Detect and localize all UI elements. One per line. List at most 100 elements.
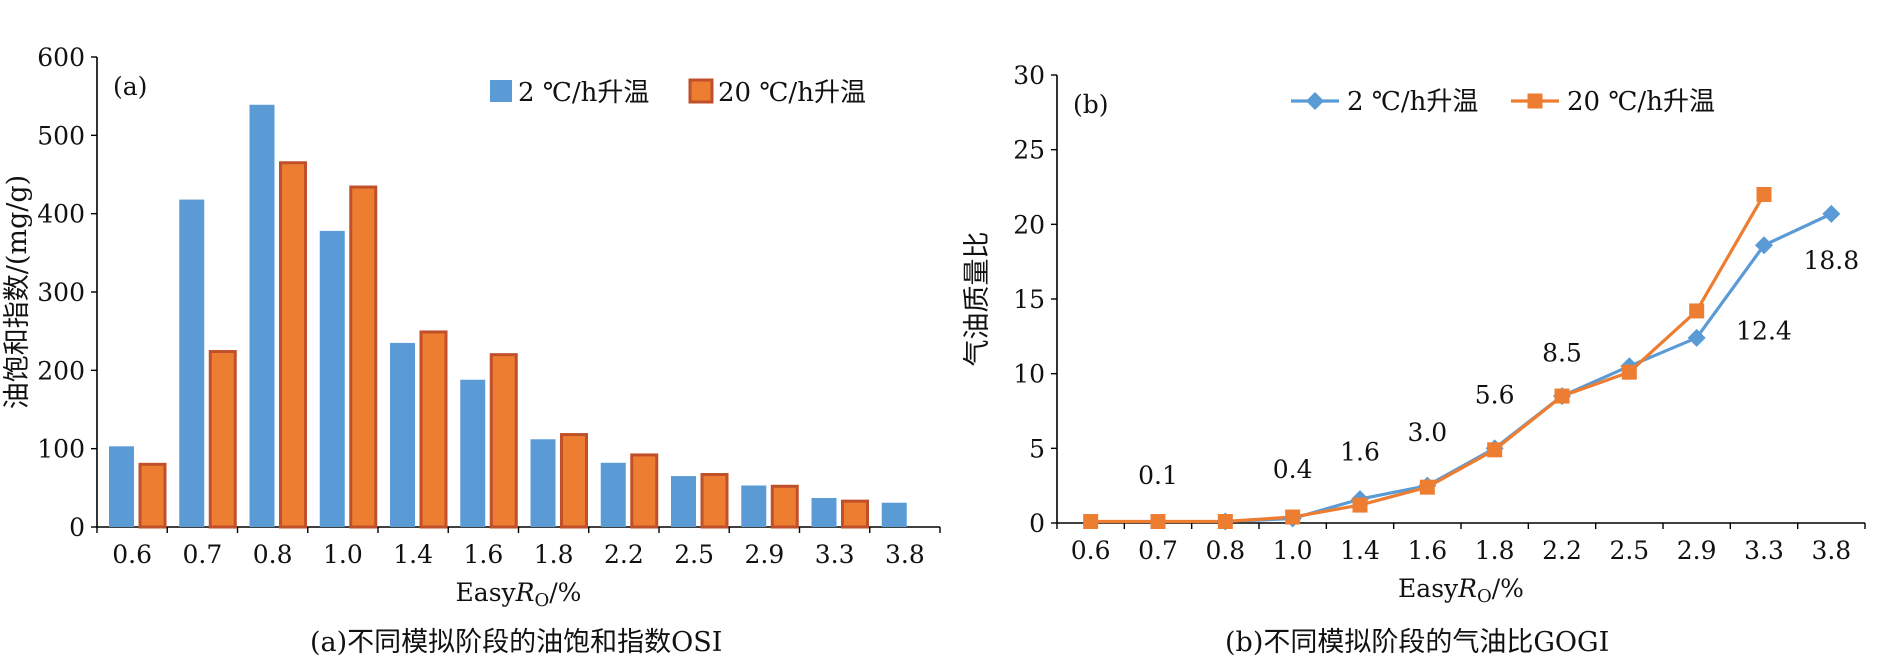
osi-y-tick-label: 200 xyxy=(37,356,85,385)
bar-2c xyxy=(811,498,837,527)
bar-20c xyxy=(138,462,167,529)
marker-20c xyxy=(1419,479,1435,495)
bar-2c xyxy=(390,342,415,527)
legend-label-2c: 2 ℃/h升温 xyxy=(518,78,649,108)
bar-2c xyxy=(600,462,626,527)
data-label: 3.0 xyxy=(1407,418,1447,447)
gogi-x-tick-label: 1.4 xyxy=(1340,536,1380,565)
gogi-y-tick-label: 15 xyxy=(1013,285,1045,314)
legend-2c-marker xyxy=(1306,92,1324,110)
osi-x-tick-label: 2.5 xyxy=(674,540,714,569)
legend-20c-label: 20 ℃/h升温 xyxy=(1567,87,1715,117)
gogi-x-tick-label: 3.3 xyxy=(1744,536,1784,565)
gogi-y-tick-label: 30 xyxy=(1013,61,1045,90)
gogi-y-axis-label: 气油质量比 xyxy=(962,232,993,367)
marker-20c xyxy=(1352,497,1368,513)
gogi-panel-label: (b) xyxy=(1073,90,1109,119)
marker-20c xyxy=(1285,509,1301,525)
bar-20c xyxy=(489,353,518,529)
gogi-x-tick-label: 1.0 xyxy=(1273,536,1313,565)
bar-2c xyxy=(179,199,205,528)
gogi-x-tick-label: 2.5 xyxy=(1609,536,1649,565)
gogi-x-axis-label: EasyRO/% xyxy=(1398,574,1524,607)
osi-x-tick-label: 3.8 xyxy=(885,540,925,569)
marker-20c xyxy=(1150,514,1166,530)
gogi-x-tick-label: 2.2 xyxy=(1542,536,1582,565)
gogi-x-tick-label: 0.7 xyxy=(1138,536,1178,565)
osi-y-tick-label: 500 xyxy=(37,121,85,150)
osi-x-tick-label: 1.8 xyxy=(534,540,574,569)
osi-x-tick-label: 2.2 xyxy=(604,540,644,569)
gogi-y-tick-label: 20 xyxy=(1013,210,1045,239)
osi-y-tick-label: 100 xyxy=(37,435,85,464)
osi-x-tick-label: 1.4 xyxy=(393,540,433,569)
caption-gogi: (b)不同模拟阶段的气油比GOGI xyxy=(1225,627,1610,658)
bar-20c xyxy=(841,499,869,529)
marker-2c xyxy=(1822,204,1841,223)
data-label: 5.6 xyxy=(1475,381,1515,410)
bar-2c xyxy=(671,476,696,527)
gogi-y-tick-label: 5 xyxy=(1029,434,1045,463)
marker-20c xyxy=(1487,442,1503,458)
caption-osi: (a)不同模拟阶段的油饱和指数OSI xyxy=(310,627,723,658)
bar-2c xyxy=(109,446,134,527)
marker-20c xyxy=(1689,303,1705,319)
bar-20c xyxy=(630,453,659,529)
chart-gogi: 0 5 10 15 20 25 30 0.6 0.7 0.8 1.0 1.4 1.6 1.8 2.2 2.5 2… xyxy=(962,61,1866,607)
gogi-x-tick-label: 2.9 xyxy=(1677,536,1717,565)
bar-20c xyxy=(419,330,448,529)
bar-2c xyxy=(530,439,556,527)
marker-20c xyxy=(1756,186,1772,202)
osi-panel-label: (a) xyxy=(113,72,147,101)
bar-20c xyxy=(770,484,799,529)
osi-x-tick-label: 2.9 xyxy=(744,540,784,569)
bar-2c xyxy=(249,104,275,528)
osi-x-tick-label: 1.6 xyxy=(463,540,503,569)
bar-2c xyxy=(881,502,907,527)
data-label: 0.1 xyxy=(1138,461,1178,490)
bar-20c xyxy=(560,433,588,529)
gogi-x-tick-label: 1.8 xyxy=(1475,536,1515,565)
osi-x-tick-label: 3.3 xyxy=(815,540,855,569)
bar-20c xyxy=(279,161,307,529)
data-label: 1.6 xyxy=(1340,437,1380,466)
legend-swatch-20c xyxy=(688,78,714,104)
legend-swatch-2c xyxy=(490,80,512,102)
marker-20c xyxy=(1083,514,1099,530)
osi-x-tick-label: 0.8 xyxy=(253,540,293,569)
gogi-x-tick-label: 0.6 xyxy=(1071,536,1111,565)
legend-20c-marker xyxy=(1527,93,1543,109)
legend-2c-label: 2 ℃/h升温 xyxy=(1347,87,1478,117)
osi-x-tick-label: 1.0 xyxy=(323,540,363,569)
line-2c xyxy=(1225,212,1833,524)
osi-y-axis-label: 油饱和指数/(mg/g) xyxy=(2,175,33,409)
bar-2c xyxy=(460,379,486,527)
osi-y-tick-label: 600 xyxy=(37,43,85,72)
marker-2c xyxy=(1687,328,1706,347)
marker-20c xyxy=(1621,364,1637,380)
osi-y-tick-label: 400 xyxy=(37,200,85,229)
gogi-x-tick-label: 0.8 xyxy=(1205,536,1245,565)
gogi-y-tick-label: 25 xyxy=(1013,136,1045,165)
osi-y-tick-label: 300 xyxy=(37,278,85,307)
line-20c xyxy=(1090,193,1766,524)
bar-20c xyxy=(700,473,729,529)
bar-20c xyxy=(349,185,378,529)
data-label: 18.8 xyxy=(1803,246,1859,275)
osi-y-tick-label: 0 xyxy=(69,513,85,542)
data-label: 0.4 xyxy=(1273,455,1313,484)
gogi-y-tick-label: 0 xyxy=(1029,509,1045,538)
osi-x-tick-label: 0.6 xyxy=(112,540,152,569)
osi-x-axis-label: EasyRO/% xyxy=(456,578,582,611)
gogi-x-tick-label: 1.6 xyxy=(1407,536,1447,565)
data-label: 12.4 xyxy=(1736,316,1792,345)
osi-x-tick-label: 0.7 xyxy=(182,540,222,569)
chart-osi: 0 100 200 300 400 500 600 0.6 0.7 0.8 1.0 1.4 1.6 1.8… xyxy=(2,43,941,611)
marker-2c xyxy=(1755,236,1773,255)
legend-label-20c: 20 ℃/h升温 xyxy=(718,78,866,108)
bar-20c xyxy=(208,350,237,529)
marker-20c xyxy=(1217,514,1233,530)
data-label: 8.5 xyxy=(1542,339,1582,368)
bar-2c xyxy=(741,485,767,527)
marker-20c xyxy=(1554,388,1570,404)
